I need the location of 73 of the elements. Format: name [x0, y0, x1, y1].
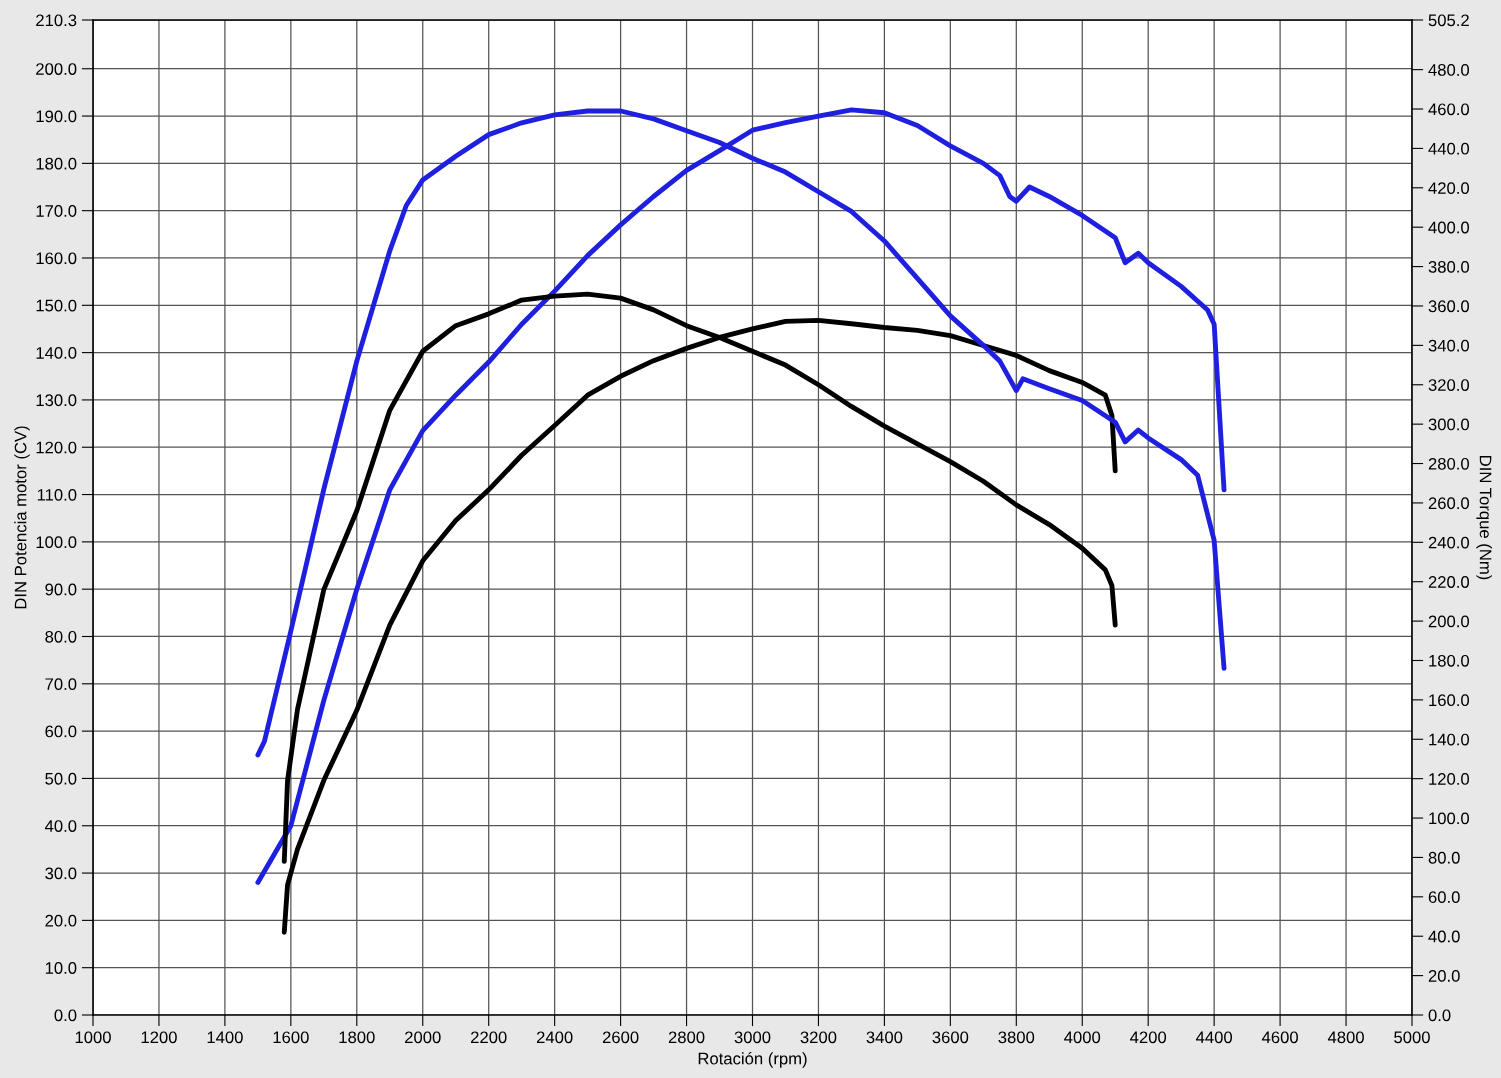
y-tick-label: 100.0 — [36, 536, 77, 549]
y-tick-label: 130.0 — [36, 394, 77, 407]
y-tick-label: 140.0 — [36, 347, 77, 359]
x-tick-label: 3600 — [932, 1031, 969, 1044]
x-tick-label: 2600 — [602, 1031, 639, 1044]
y-tick-label: 0.0 — [54, 1009, 77, 1022]
y2-axis-title: DIN Torque (Nm) — [1476, 456, 1492, 580]
x-tick-label: 3800 — [998, 1031, 1035, 1044]
y-tick-label: 70.0 — [45, 678, 77, 691]
y-tick-label: 170.0 — [36, 205, 77, 217]
x-tick-label: 1400 — [207, 1031, 243, 1044]
y2-tick-label: 120.0 — [1429, 773, 1470, 785]
y-tick-label: 20.0 — [45, 914, 77, 927]
y2-tick-label: 140.0 — [1429, 733, 1470, 746]
x-tick-label: 5000 — [1394, 1031, 1430, 1044]
x-tick-label: 4800 — [1327, 1031, 1364, 1044]
x-tick-label: 4600 — [1261, 1031, 1298, 1044]
y-tick-label: 120.0 — [36, 441, 77, 454]
x-tick-label: 2400 — [536, 1031, 573, 1044]
y2-tick-label: 220.0 — [1428, 576, 1470, 588]
y-tick-label: 150.0 — [36, 299, 77, 312]
y2-tick-label: 480.0 — [1428, 64, 1470, 76]
y2-tick-label: 320.0 — [1428, 379, 1470, 391]
x-tick-label: 3200 — [800, 1031, 837, 1044]
y2-tick-label: 80.0 — [1428, 851, 1460, 864]
y2-tick-label: 420.0 — [1428, 182, 1470, 195]
y2-tick-label: 100.0 — [1429, 812, 1470, 825]
x-tick-label: 1000 — [75, 1031, 111, 1044]
y2-tick-label: 0.0 — [1428, 1009, 1451, 1022]
x-tick-label: 2800 — [668, 1031, 705, 1044]
y-axis-title: DIN Potencia motor (CV) — [14, 426, 30, 609]
y-tick-label: 80.0 — [45, 630, 77, 643]
y2-tick-label: 40.0 — [1428, 930, 1460, 943]
x-axis-title: Rotación (rpm) — [698, 1052, 807, 1068]
y-tick-label: 190.0 — [36, 110, 77, 123]
x-tick-label: 2000 — [405, 1031, 441, 1044]
y2-tick-label: 260.0 — [1428, 497, 1470, 510]
y-tick-label: 210.3 — [36, 14, 77, 27]
y-tick-label: 40.0 — [44, 820, 77, 832]
x-tick-label: 2200 — [471, 1031, 507, 1044]
y2-tick-label: 20.0 — [1428, 970, 1460, 982]
y2-tick-label: 440.0 — [1428, 142, 1470, 155]
y2-tick-label: 60.0 — [1428, 891, 1460, 904]
y2-tick-label: 180.0 — [1429, 654, 1470, 667]
y2-tick-label: 460.0 — [1428, 103, 1470, 116]
x-tick-label: 3000 — [734, 1031, 771, 1044]
y2-tick-label: 380.0 — [1428, 260, 1470, 273]
x-tick-label: 1800 — [339, 1031, 375, 1044]
y2-tick-label: 280.0 — [1428, 457, 1470, 470]
y-tick-label: 50.0 — [45, 772, 77, 785]
x-tick-label: 1600 — [273, 1031, 309, 1044]
y-tick-label: 10.0 — [45, 962, 77, 974]
y-tick-label: 60.0 — [45, 725, 77, 738]
y-tick-label: 30.0 — [45, 867, 77, 880]
y2-tick-label: 505.2 — [1428, 14, 1469, 27]
y-tick-label: 180.0 — [36, 157, 77, 170]
x-tick-label: 1200 — [141, 1031, 177, 1044]
y-tick-label: 160.0 — [36, 252, 77, 265]
y2-tick-label: 200.0 — [1428, 615, 1470, 628]
y-tick-label: 110.0 — [37, 488, 77, 501]
y2-tick-label: 400.0 — [1428, 221, 1470, 234]
y2-tick-label: 300.0 — [1428, 418, 1470, 431]
x-tick-label: 3400 — [866, 1031, 903, 1044]
x-tick-label: 4000 — [1064, 1031, 1101, 1044]
x-tick-label: 4200 — [1130, 1031, 1167, 1044]
y2-tick-label: 240.0 — [1428, 536, 1470, 549]
x-tick-label: 4400 — [1196, 1031, 1233, 1044]
y-tick-label: 90.0 — [45, 583, 77, 596]
y2-tick-label: 160.0 — [1429, 694, 1470, 707]
line-series — [255, 107, 1227, 885]
y2-tick-label: 340.0 — [1428, 339, 1470, 352]
y2-tick-label: 360.0 — [1428, 300, 1470, 313]
y-tick-label: 200.0 — [36, 63, 77, 75]
